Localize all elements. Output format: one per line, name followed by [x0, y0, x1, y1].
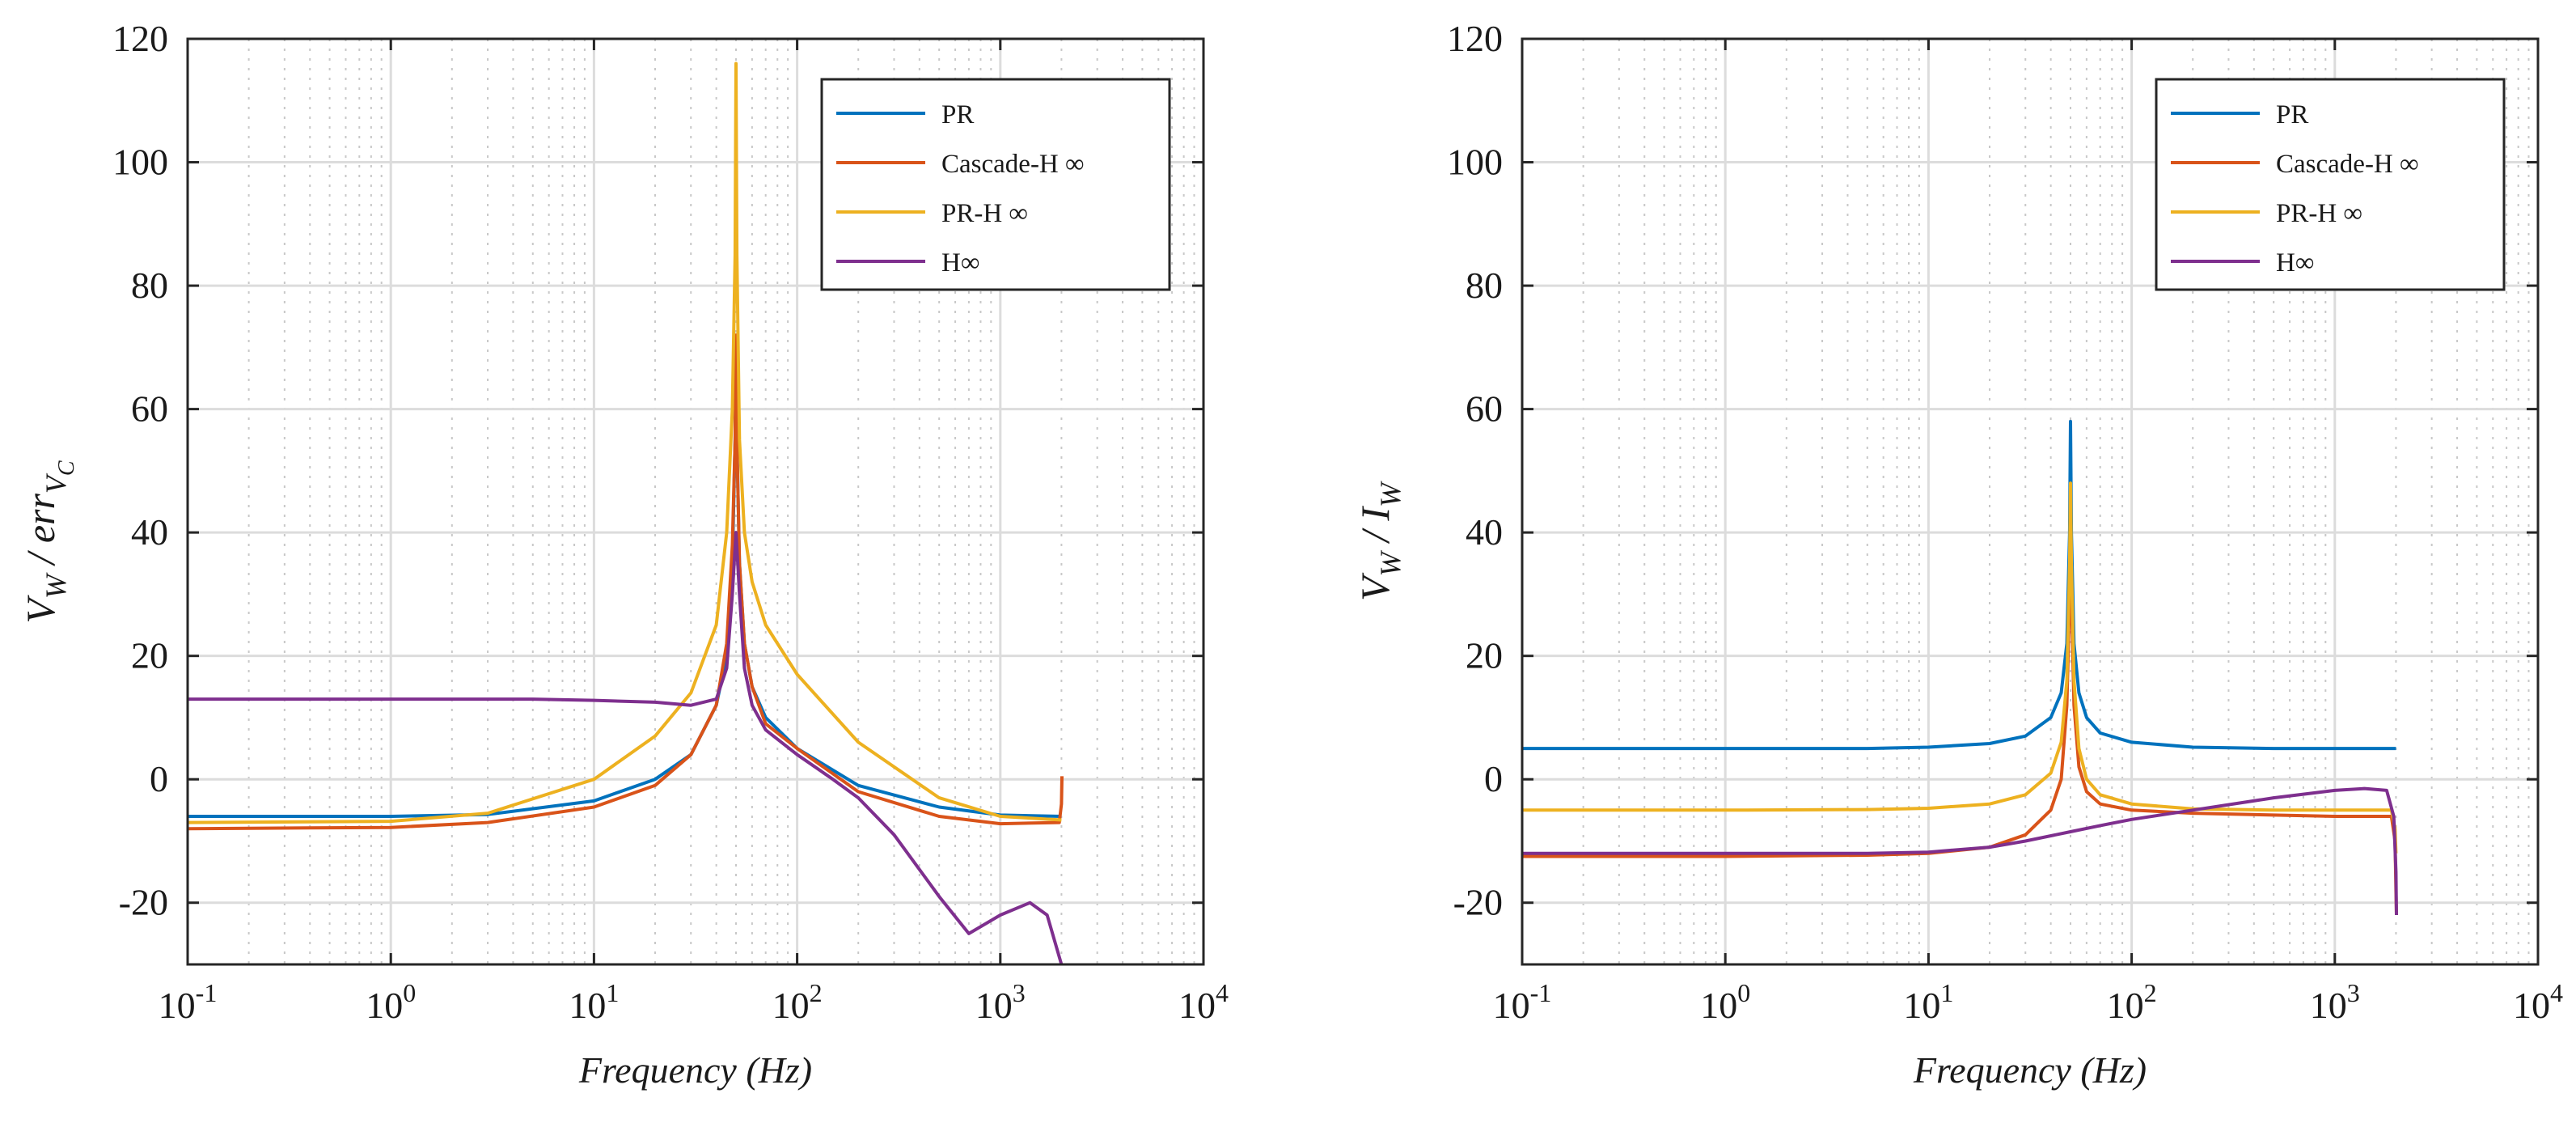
legend-box: [2155, 78, 2506, 291]
legend-box: [820, 78, 1171, 291]
y-tick-label: 40: [131, 511, 168, 553]
y-axis-label: VW / errVC: [18, 460, 79, 624]
legend-label-1: Cascade-H ∞: [941, 150, 1085, 179]
x-tick-label: 10-1: [1493, 978, 1552, 1026]
axes-box: [1521, 37, 2540, 966]
x-tick-label: 100: [1700, 978, 1750, 1026]
y-tick-label: 40: [1466, 511, 1503, 553]
chart-left: 120 100 80 60 40 20 0 -20 10-1 100 101 102 103 104 Fre…: [18, 18, 1229, 1091]
y-tick-label: 0: [1484, 758, 1503, 799]
x-tick-label: 100: [366, 978, 416, 1026]
legend: PR Cascade-H ∞ PR-H ∞ H∞: [2155, 78, 2506, 291]
chart-right: 120 100 80 60 40 20 0 -20 10-1 100 101 102 103 104 Fre…: [1352, 18, 2563, 1091]
y-tick-label: 120: [112, 18, 168, 59]
x-tick-label: 101: [569, 978, 619, 1026]
legend-label-3: H∞: [2276, 248, 2314, 278]
y-tick-label: 60: [131, 388, 168, 430]
series-line-3: [188, 531, 1064, 964]
y-tick-label: -20: [119, 882, 168, 923]
legend-label-1: Cascade-H ∞: [2276, 150, 2419, 179]
series-line-2: [188, 61, 1062, 824]
x-axis-label: Frequency (Hz): [1913, 1049, 2147, 1091]
y-tick-label: 0: [150, 758, 168, 799]
x-tick-label: 10-1: [159, 978, 218, 1026]
x-axis-label: Frequency (Hz): [578, 1049, 812, 1091]
y-tick-label: 100: [112, 142, 168, 183]
series-line-3: [1522, 786, 2398, 916]
x-tick-label: 104: [2513, 978, 2563, 1026]
legend-label-0: PR: [941, 100, 974, 129]
x-tick-label: 103: [2310, 978, 2360, 1026]
y-tick-label: 80: [131, 265, 168, 306]
y-tick-label: 60: [1466, 388, 1503, 430]
x-tick-label: 102: [772, 978, 823, 1026]
x-tick-label: 104: [1178, 978, 1229, 1026]
series-line-1: [188, 333, 1064, 831]
series-line-0: [1522, 419, 2396, 751]
axes-box: [186, 37, 1205, 966]
y-tick-label: -20: [1453, 882, 1503, 923]
y-tick-label: 120: [1447, 18, 1503, 59]
legend-label-2: PR-H ∞: [941, 199, 1028, 228]
y-tick-label: 100: [1447, 142, 1503, 183]
y-tick-label: 80: [1466, 265, 1503, 306]
legend-label-3: H∞: [941, 248, 979, 278]
legend-label-2: PR-H ∞: [2276, 199, 2362, 228]
series-group: [1522, 419, 2398, 916]
x-tick-label: 102: [2107, 978, 2157, 1026]
series-line-2: [1522, 481, 2398, 854]
y-axis-label: VW / IW: [1352, 481, 1406, 601]
series-group: [188, 61, 1064, 964]
legend: PR Cascade-H ∞ PR-H ∞ H∞: [820, 78, 1171, 291]
y-tick-label: 20: [1466, 635, 1503, 676]
x-tick-label: 103: [975, 978, 1026, 1026]
y-tick-label: 20: [131, 635, 168, 676]
legend-label-0: PR: [2276, 100, 2308, 129]
x-tick-label: 101: [1903, 978, 1953, 1026]
